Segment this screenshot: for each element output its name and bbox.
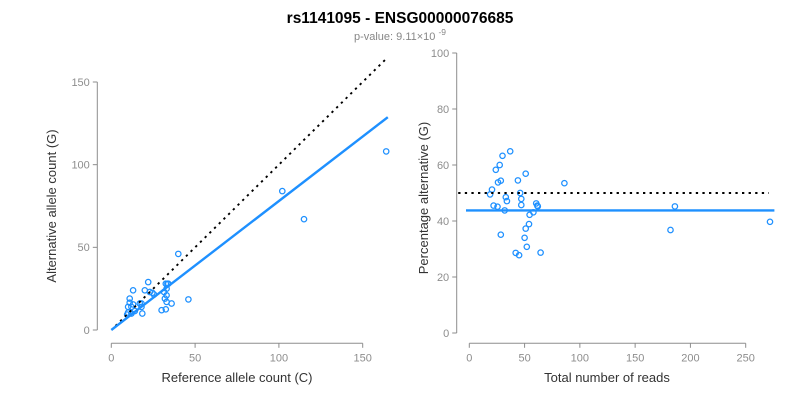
x-tick-label: 250 xyxy=(737,352,755,364)
data-point xyxy=(503,197,511,205)
data-point xyxy=(534,203,542,210)
y-tick-label: 0 xyxy=(443,328,449,340)
data-point xyxy=(502,193,510,201)
data-point xyxy=(667,226,674,234)
y-tick-label: 80 xyxy=(437,104,449,116)
data-point xyxy=(515,251,523,259)
data-point xyxy=(537,249,544,256)
right-xaxis-title: Total number of reads xyxy=(544,370,670,385)
pvalue-text: p-value: 9.11×10 xyxy=(354,31,435,43)
data-point xyxy=(138,310,146,317)
x-tick-label: 200 xyxy=(681,352,699,364)
x-tick-label: 0 xyxy=(466,352,472,364)
data-point xyxy=(300,215,308,223)
data-point xyxy=(129,286,137,294)
right-yaxis-title: Percentage alternative (G) xyxy=(416,122,431,274)
data-point xyxy=(523,243,531,251)
x-tick-label: 50 xyxy=(189,352,201,364)
y-tick-label: 100 xyxy=(431,48,449,60)
x-tick-label: 50 xyxy=(518,352,530,364)
data-point xyxy=(161,295,169,302)
data-point xyxy=(490,202,497,209)
x-tick-label: 100 xyxy=(270,352,288,364)
data-point xyxy=(525,220,533,228)
data-point xyxy=(514,177,522,184)
x-tick-label: 150 xyxy=(354,352,372,364)
left-plot: 0 50 100 150 0 50 100 150 xyxy=(71,56,390,364)
data-point xyxy=(278,187,286,195)
data-point xyxy=(382,148,390,155)
data-point xyxy=(766,218,774,226)
data-point xyxy=(144,278,152,286)
figure-title: rs1141095 - ENSG00000076685 xyxy=(287,10,514,27)
data-point xyxy=(517,195,525,203)
data-point xyxy=(163,291,170,299)
data-point xyxy=(486,191,494,198)
data-point xyxy=(174,250,182,258)
data-point xyxy=(516,189,524,197)
y-tick-label: 40 xyxy=(437,216,449,228)
data-point xyxy=(671,203,679,210)
y-tick-label: 20 xyxy=(437,272,449,284)
data-point xyxy=(497,231,505,239)
y-tick-label: 60 xyxy=(437,160,449,172)
data-point xyxy=(506,147,514,155)
right-plot: 0 50 100 150 200 250 0 20 40 60 80 100 xyxy=(431,48,775,364)
fit-line xyxy=(110,116,389,331)
data-point xyxy=(561,179,568,187)
data-point xyxy=(126,295,134,302)
x-tick-label: 150 xyxy=(626,352,644,364)
data-point xyxy=(158,306,165,314)
y-tick-label: 150 xyxy=(71,77,89,89)
x-tick-label: 0 xyxy=(108,352,114,364)
data-point xyxy=(496,161,504,169)
data-point xyxy=(162,305,170,313)
data-point xyxy=(168,300,175,307)
data-point xyxy=(522,225,530,232)
data-point xyxy=(138,303,145,311)
data-point xyxy=(185,296,192,303)
identity-line xyxy=(114,56,389,327)
data-point xyxy=(494,179,502,186)
x-tick-label: 100 xyxy=(571,352,589,364)
y-tick-label: 0 xyxy=(84,325,90,337)
data-point xyxy=(499,152,506,160)
data-point xyxy=(492,166,500,174)
pvalue-exponent: -9 xyxy=(438,27,446,37)
figure-subtitle: p-value: 9.11×10 -9 xyxy=(354,27,446,43)
data-point xyxy=(517,201,525,209)
y-tick-label: 100 xyxy=(71,159,89,171)
data-point xyxy=(521,234,528,242)
left-xaxis-title: Reference allele count (C) xyxy=(161,370,312,385)
data-point xyxy=(522,170,530,178)
y-tick-label: 50 xyxy=(78,242,90,254)
left-yaxis-title: Alternative allele count (G) xyxy=(44,129,59,282)
